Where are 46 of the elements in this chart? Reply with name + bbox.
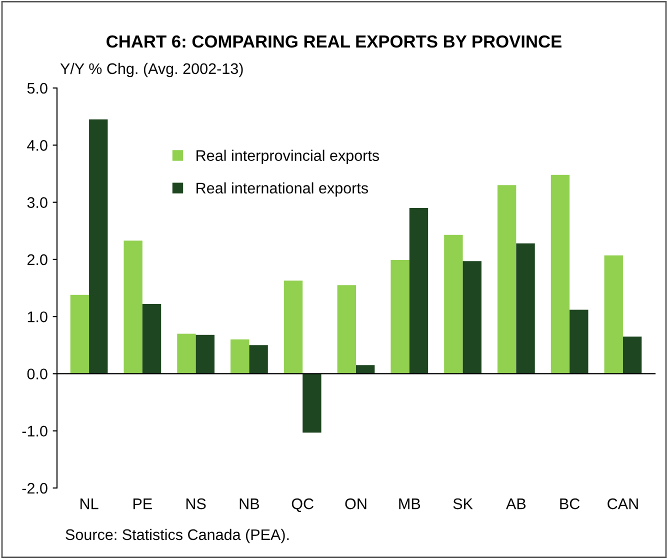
x-tick-label: QC	[292, 498, 314, 512]
bar	[409, 208, 428, 374]
y-tick-label: 4.0	[27, 140, 48, 151]
x-tick-label: AB	[506, 498, 526, 510]
bar	[302, 374, 322, 433]
y-tick-label: -2.0	[22, 482, 48, 494]
bar	[337, 285, 356, 374]
bar	[497, 185, 516, 374]
bar	[462, 261, 482, 374]
y-tick-label: 5.0	[27, 82, 48, 94]
bar	[604, 255, 623, 374]
legend-label: Real interprovincial exports	[196, 150, 380, 164]
bar	[230, 339, 250, 374]
chart-title: CHART 6: COMPARING REAL EXPORTS BY PROVINCE	[106, 35, 562, 48]
bar	[124, 240, 142, 374]
bar	[284, 280, 303, 374]
bar	[196, 334, 215, 374]
y-tick-label: 0.0	[27, 368, 48, 380]
x-tick-label: NL	[80, 498, 98, 510]
bar	[70, 294, 90, 374]
bar	[516, 243, 535, 374]
bar	[622, 336, 642, 374]
x-tick-label: BC	[560, 498, 580, 510]
bar	[177, 334, 196, 374]
x-tick-label: ON	[345, 498, 366, 510]
y-tick-label: 3.0	[27, 197, 48, 208]
x-tick-label: NB	[240, 498, 260, 510]
bar	[142, 304, 162, 374]
y-axis-title: Y/Y % Chg. (Avg. 2002-13)	[60, 62, 243, 78]
legend-label: Real international exports	[196, 182, 368, 197]
x-tick-label: NS	[186, 498, 206, 510]
bar	[570, 310, 588, 374]
y-tick-label: 2.0	[28, 254, 48, 266]
bar	[444, 234, 463, 374]
bar	[89, 119, 108, 374]
x-tick-label: MB	[399, 498, 420, 510]
bar	[390, 260, 410, 374]
y-tick-label: -1.0	[22, 426, 48, 437]
y-tick-label: 1.0	[28, 311, 48, 322]
bar	[356, 365, 375, 374]
bar	[249, 345, 268, 374]
bar	[550, 174, 570, 374]
x-tick-label: SK	[453, 498, 473, 510]
x-tick-label: PE	[133, 498, 152, 510]
x-tick-label: CAN	[608, 498, 638, 510]
source-note: Source: Statistics Canada (PEA).	[66, 528, 289, 544]
